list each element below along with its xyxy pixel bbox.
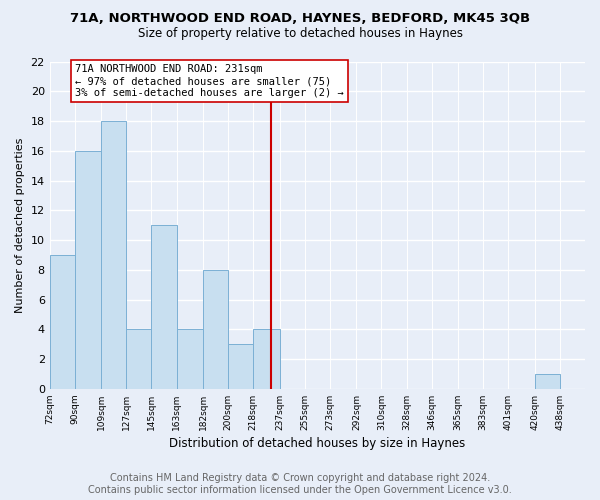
Bar (75, 151, 101, 389)
Bar (127, 330, 151, 389)
Text: 71A NORTHWOOD END ROAD: 231sqm
← 97% of detached houses are smaller (75)
3% of s: 71A NORTHWOOD END ROAD: 231sqm ← 97% of … (75, 64, 344, 98)
Bar (176, 330, 203, 389)
Y-axis label: Number of detached properties: Number of detached properties (15, 138, 25, 313)
Bar (228, 344, 253, 389)
Text: 71A, NORTHWOOD END ROAD, HAYNES, BEDFORD, MK45 3QB: 71A, NORTHWOOD END ROAD, HAYNES, BEDFORD… (70, 12, 530, 26)
Bar (203, 270, 228, 389)
Bar (101, 121, 127, 389)
Bar (50, 255, 75, 389)
Bar (151, 225, 176, 389)
Text: Size of property relative to detached houses in Haynes: Size of property relative to detached ho… (137, 28, 463, 40)
Bar (253, 330, 280, 389)
Bar (535, 374, 560, 389)
X-axis label: Distribution of detached houses by size in Haynes: Distribution of detached houses by size … (169, 437, 466, 450)
Text: Contains HM Land Registry data © Crown copyright and database right 2024.
Contai: Contains HM Land Registry data © Crown c… (88, 474, 512, 495)
